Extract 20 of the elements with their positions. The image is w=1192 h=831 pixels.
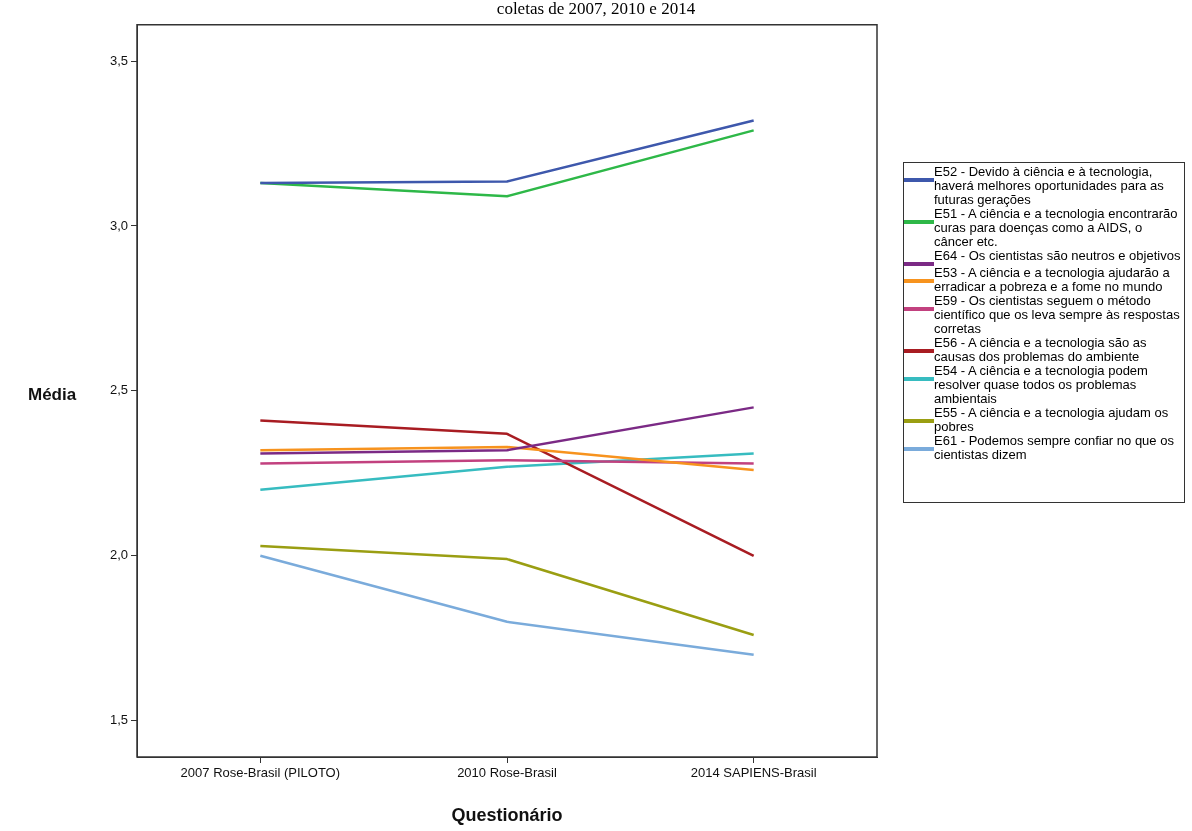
y-tick-label: 2,5 (109, 382, 128, 398)
legend-label: E53 - A ciência e a tecnologia ajudarão a erradicar a pobreza e a fome no mundo (934, 265, 1171, 294)
legend-label: E52 - Devido à ciência e à tecnologia, haverá melhores oportunidades para as futuras gerações (934, 164, 1165, 207)
x-tick-label: 2010 Rose-Brasil (457, 765, 557, 781)
legend-label: E59 - Os cientistas seguem o método científico que os leva sempre às respostas corretas (934, 293, 1181, 336)
chart-title: coletas de 2007, 2010 e 2014 (495, 0, 697, 18)
x-tick-label: 2007 Rose-Brasil (PILOTO) (180, 765, 341, 781)
legend-label: E51 - A ciência e a tecnologia encontrarão curas para doenças como a AIDS, o câncer etc. (934, 206, 1179, 249)
legend-label: E54 - A ciência e a tecnologia podem resolver quase todos os problemas ambientais (934, 363, 1149, 406)
y-tick-label: 2,0 (109, 547, 128, 563)
y-axis-title: Média (28, 384, 77, 404)
legend-label: E64 - Os cientistas são neutros e objetivos (934, 248, 1182, 263)
legend-label: E56 - A ciência e a tecnologia são as causas dos problemas do ambiente (934, 335, 1148, 364)
y-tick-label: 3,5 (109, 52, 128, 68)
y-tick-label: 1,5 (109, 712, 128, 728)
legend-label: E61 - Podemos sempre confiar no que os cientistas dizem (934, 433, 1175, 462)
x-tick-label: 2014 SAPIENS-Brasil (690, 765, 817, 781)
x-axis-title: Questionário (451, 805, 563, 826)
legend-label: E55 - A ciência e a tecnologia ajudam os pobres (934, 405, 1170, 434)
y-tick-label: 3,0 (109, 217, 128, 233)
